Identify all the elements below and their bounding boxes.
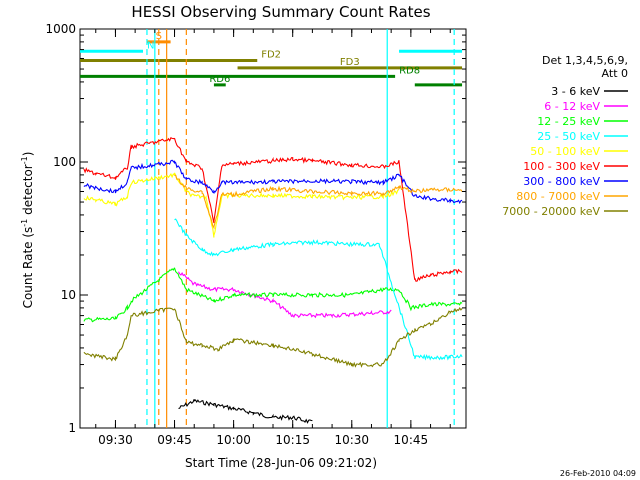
y-tick-label: 10	[61, 288, 76, 302]
legend-label: 25 - 50 keV	[537, 130, 600, 143]
date-stamp: 26-Feb-2010 04:09	[560, 469, 636, 478]
series-lines	[83, 137, 463, 424]
legend-label: 50 - 100 keV	[530, 145, 600, 158]
x-tick-label: 10:00	[216, 433, 251, 447]
x-tick-label: 09:45	[157, 433, 192, 447]
flag-label: RD6	[209, 74, 230, 85]
legend-label: 12 - 25 keV	[537, 115, 600, 128]
y-axis-label-sup: -1	[20, 219, 29, 227]
series-group	[83, 137, 463, 282]
series-group	[83, 159, 463, 204]
flag-label: FD3	[340, 57, 360, 68]
x-tick-label: 10:15	[275, 433, 310, 447]
legend-label: 7000 - 20000 keV	[502, 205, 600, 218]
y-axis-label-sup2: -1	[20, 156, 29, 164]
legend-header-dets: Det 1,3,4,5,6,9,	[542, 54, 628, 67]
legend-label: 100 - 300 keV	[523, 160, 600, 173]
status-flags: SN FD2 FD3 RD8 RD6	[80, 31, 463, 87]
series-group	[83, 307, 463, 368]
axes: 09:30 09:45 10:00 10:15 10:30 10:45 1 10 100 1000	[45, 22, 466, 447]
x-tick-label: 10:30	[334, 433, 369, 447]
legend-header-att: Att 0	[602, 67, 628, 80]
chart-title: HESSI Observing Summary Count Rates	[131, 3, 430, 21]
series-group	[178, 398, 313, 424]
flag-label: N	[147, 40, 154, 51]
series-group	[174, 174, 463, 230]
y-axis-label-end: )	[21, 152, 35, 157]
event-markers	[146, 29, 455, 428]
x-tick-label: 09:30	[98, 433, 133, 447]
series-line	[83, 159, 463, 204]
series-group	[178, 271, 392, 319]
flag-label: RD8	[399, 65, 420, 76]
legend-label: 6 - 12 keV	[544, 100, 600, 113]
y-tick-label: 1	[68, 421, 76, 435]
flag-label: FD2	[261, 49, 281, 60]
series-group	[83, 267, 463, 323]
series-group	[174, 217, 463, 361]
y-tick-label: 100	[53, 155, 76, 169]
y-axis-label-main: Count Rate (s	[21, 227, 35, 309]
y-axis-label-tail: detector	[21, 164, 35, 219]
x-tick-label: 10:45	[394, 433, 429, 447]
flag-label: S	[156, 31, 162, 42]
series-line	[83, 307, 463, 368]
x-axis-label: Start Time (28-Jun-06 09:21:02)	[185, 456, 377, 470]
series-line	[174, 218, 463, 361]
y-axis-label: Count Rate (s-1 detector-1)	[20, 152, 35, 309]
legend-label: 3 - 6 keV	[551, 85, 600, 98]
legend: Det 1,3,4,5,6,9, Att 0 3 - 6 keV 6 - 12 k…	[502, 54, 628, 218]
legend-label: 300 - 800 keV	[523, 175, 600, 188]
series-line	[83, 137, 463, 282]
series-line	[178, 398, 313, 424]
legend-label: 800 - 7000 keV	[516, 190, 600, 203]
y-tick-label: 1000	[45, 22, 76, 36]
series-line	[83, 267, 463, 323]
series-line	[178, 271, 392, 319]
series-line	[174, 174, 463, 230]
